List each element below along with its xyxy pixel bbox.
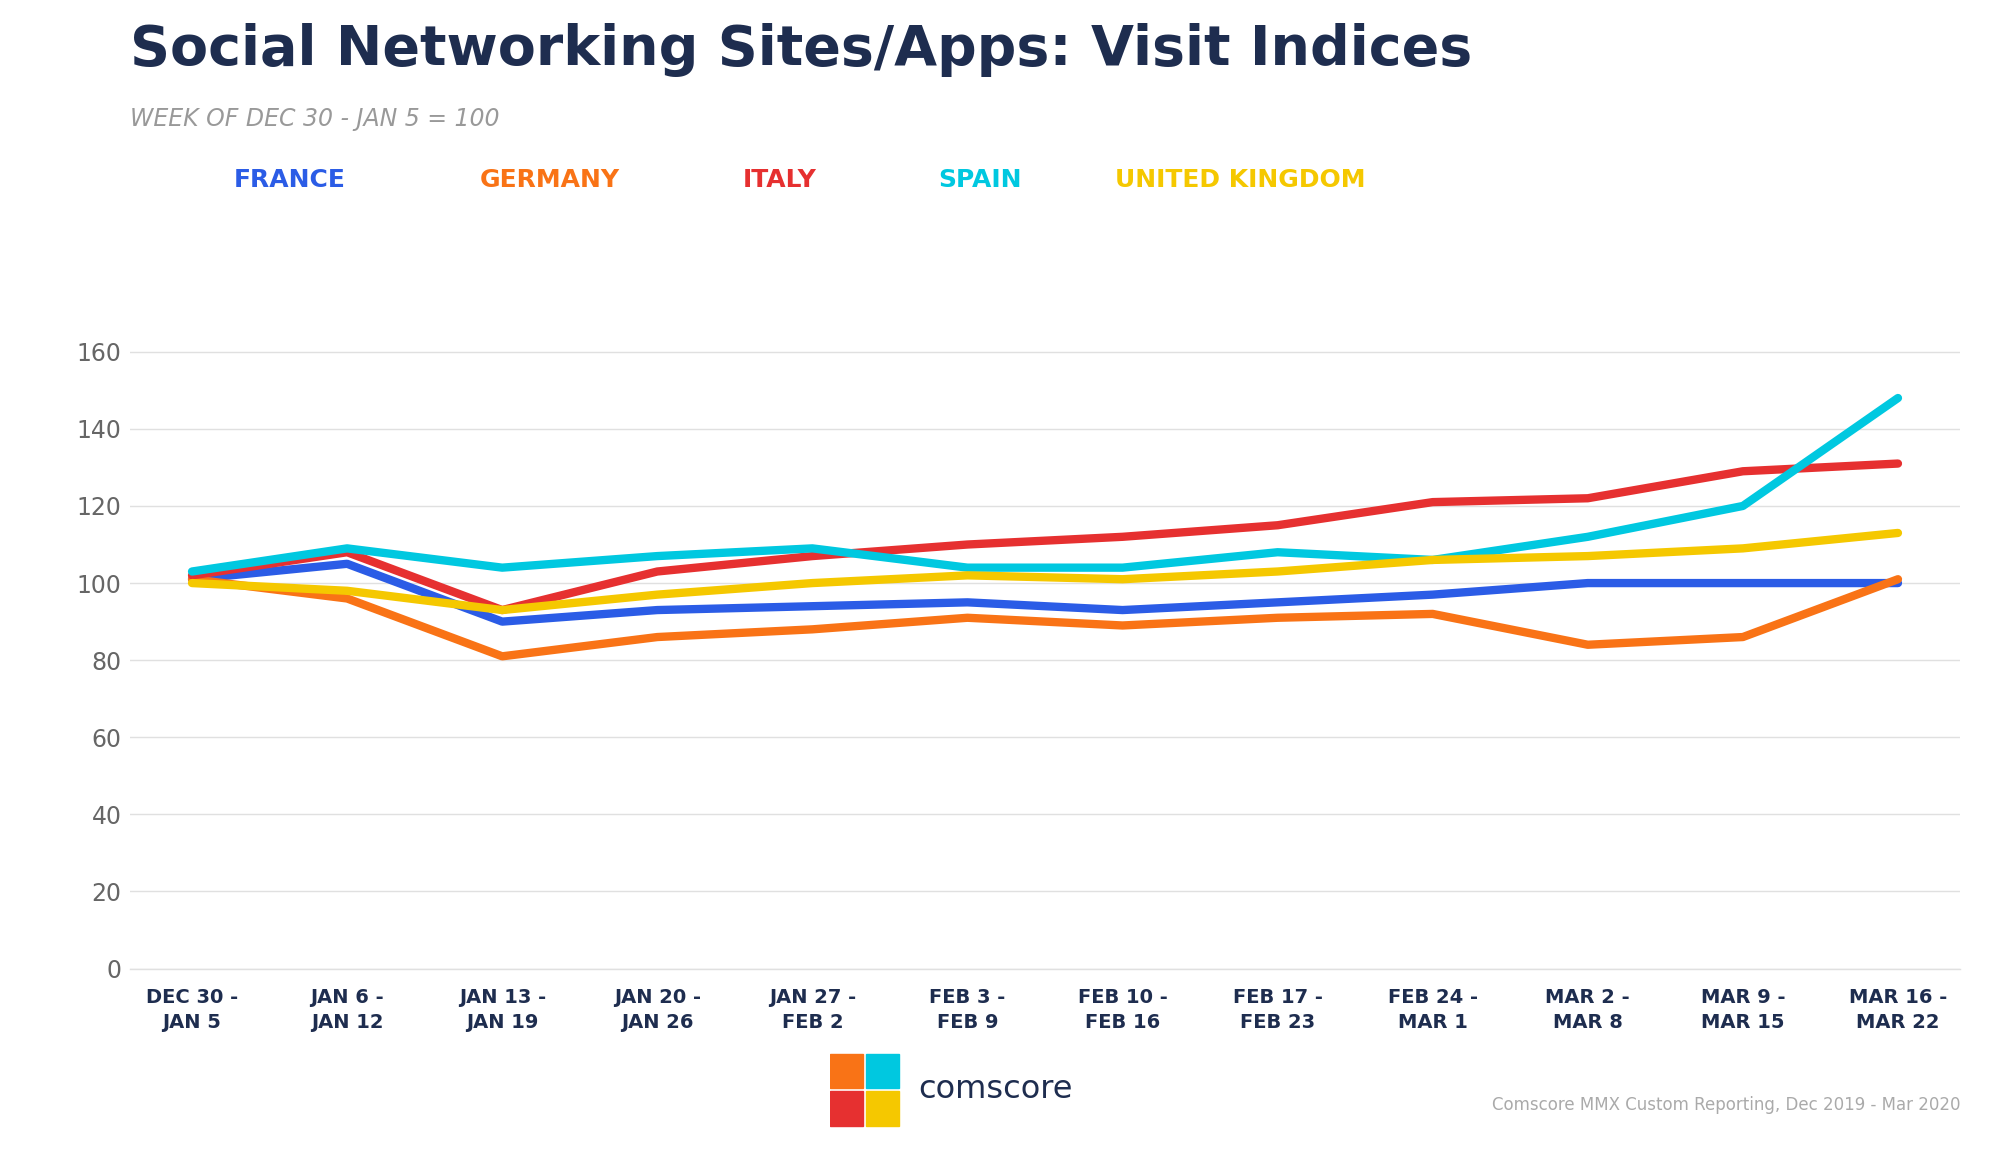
Bar [866, 1092, 900, 1126]
Text: GERMANY: GERMANY [480, 168, 620, 191]
Text: Comscore MMX Custom Reporting, Dec 2019 - Mar 2020: Comscore MMX Custom Reporting, Dec 2019 … [1492, 1096, 1960, 1114]
Bar [866, 1053, 900, 1088]
Bar [830, 1053, 864, 1088]
Bar [830, 1092, 864, 1126]
Text: comscore: comscore [918, 1074, 1072, 1105]
Text: UNITED KINGDOM: UNITED KINGDOM [1114, 168, 1366, 191]
Text: WEEK OF DEC 30 - JAN 5 = 100: WEEK OF DEC 30 - JAN 5 = 100 [130, 107, 500, 131]
Text: FRANCE: FRANCE [234, 168, 346, 191]
Text: ITALY: ITALY [744, 168, 816, 191]
Text: Social Networking Sites/Apps: Visit Indices: Social Networking Sites/Apps: Visit Indi… [130, 23, 1472, 78]
Text: SPAIN: SPAIN [938, 168, 1022, 191]
